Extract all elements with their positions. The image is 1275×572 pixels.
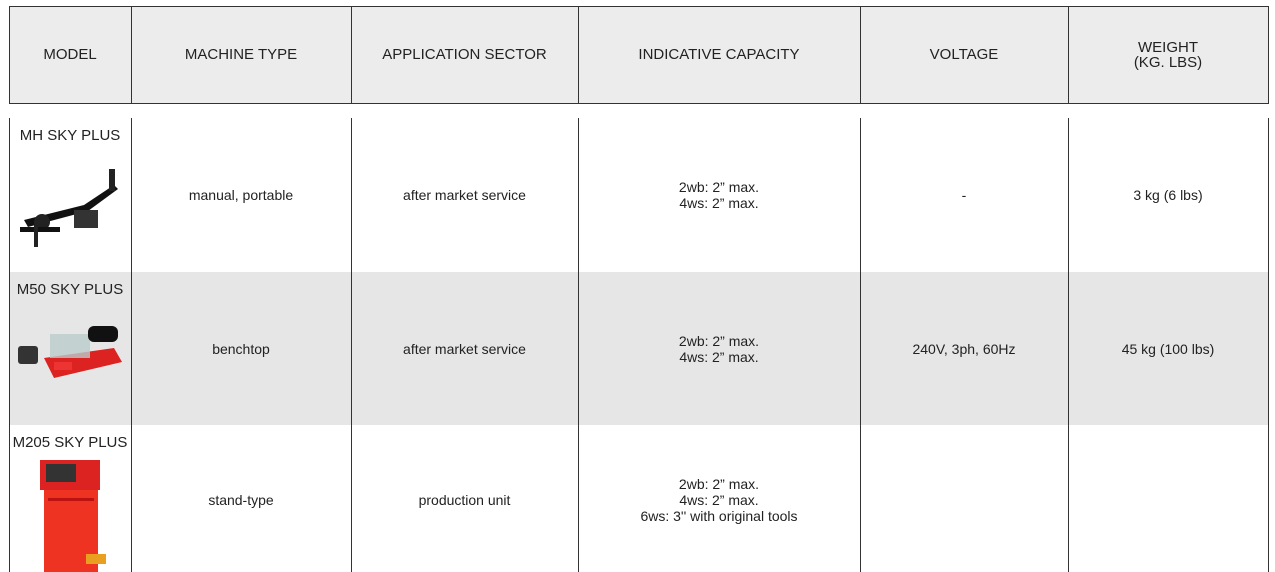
voltage-cell: - [961, 187, 967, 203]
header-divider [860, 6, 861, 104]
row-bg [9, 118, 1268, 272]
header-border [9, 6, 1268, 7]
header-cell: WEIGHT (KG. LBS) [1068, 6, 1268, 103]
product-image [20, 169, 118, 247]
cell-divider [131, 425, 132, 572]
cell-divider [1068, 118, 1069, 272]
cell-divider [1268, 425, 1269, 572]
capacity-line: 2wb: 2” max. [678, 179, 760, 195]
cell-divider [351, 425, 352, 572]
header-bg [9, 6, 1268, 103]
header-line: WEIGHT [1138, 38, 1198, 56]
cell-divider [9, 425, 10, 572]
capacity-line: 2wb: 2” max. [678, 476, 760, 492]
cell-divider [1268, 272, 1269, 425]
capacity-cell: 2wb: 2” max. 4ws: 2” max. [578, 118, 860, 272]
cell-divider [578, 425, 579, 572]
header-cell: APPLICATION SECTOR [382, 46, 547, 63]
row-bg [9, 272, 1268, 425]
voltage-cell: 240V, 3ph, 60Hz [912, 340, 1016, 357]
cell-divider [1068, 272, 1069, 425]
header-divider [351, 6, 352, 104]
header-cell: MODEL [43, 46, 97, 63]
application-sector-cell: after market service [403, 187, 526, 203]
cell-divider [578, 118, 579, 272]
header-cell: MACHINE TYPE [184, 46, 298, 63]
application-sector-cell: after market service [403, 340, 526, 357]
cell-divider [860, 425, 861, 572]
model-cell: M205 SKY PLUS [12, 434, 128, 451]
capacity-cell: 2wb: 2” max. 4ws: 2” max. 6ws: 3'' with or… [578, 425, 860, 572]
model-cell: M50 SKY PLUS [16, 281, 124, 298]
weight-cell: 3 kg (6 lbs) [1133, 187, 1203, 203]
product-image [18, 326, 122, 378]
capacity-cell: 2wb: 2” max. 4ws: 2” max. [578, 272, 860, 425]
machine-type-cell: benchtop [212, 340, 270, 357]
machine-type-cell: stand-type [208, 492, 274, 508]
cell-divider [351, 272, 352, 425]
cell-divider [860, 118, 861, 272]
header-line: (KG. LBS) [1133, 53, 1203, 71]
cell-divider [1268, 118, 1269, 272]
cell-divider [131, 118, 132, 272]
cell-divider [131, 272, 132, 425]
header-divider [1268, 6, 1269, 104]
cell-divider [351, 118, 352, 272]
cell-divider [860, 272, 861, 425]
capacity-line: 4ws: 2” max. [679, 348, 759, 365]
header-cell: VOLTAGE [929, 46, 999, 63]
header-divider [1068, 6, 1069, 104]
capacity-line: 4ws: 2” max. [679, 195, 759, 211]
product-image [40, 460, 106, 572]
capacity-line: 2wb: 2” max. [678, 332, 760, 349]
cell-divider [9, 118, 10, 272]
capacity-line: 4ws: 2” max. [679, 492, 759, 508]
row-bg [9, 425, 1268, 572]
cell-divider [1068, 425, 1069, 572]
application-sector-cell: production unit [418, 492, 511, 508]
cell-divider [9, 272, 10, 425]
header-cell: INDICATIVE CAPACITY [638, 46, 800, 63]
model-cell: MH SKY PLUS [19, 127, 121, 144]
weight-cell: 45 kg (100 lbs) [1121, 340, 1215, 357]
machine-type-cell: manual, portable [188, 187, 294, 203]
header-border [9, 103, 1268, 104]
cell-divider [578, 272, 579, 425]
header-divider [9, 6, 10, 104]
capacity-line: 6ws: 3'' with original tools [640, 508, 798, 524]
header-divider [131, 6, 132, 104]
header-divider [578, 6, 579, 104]
